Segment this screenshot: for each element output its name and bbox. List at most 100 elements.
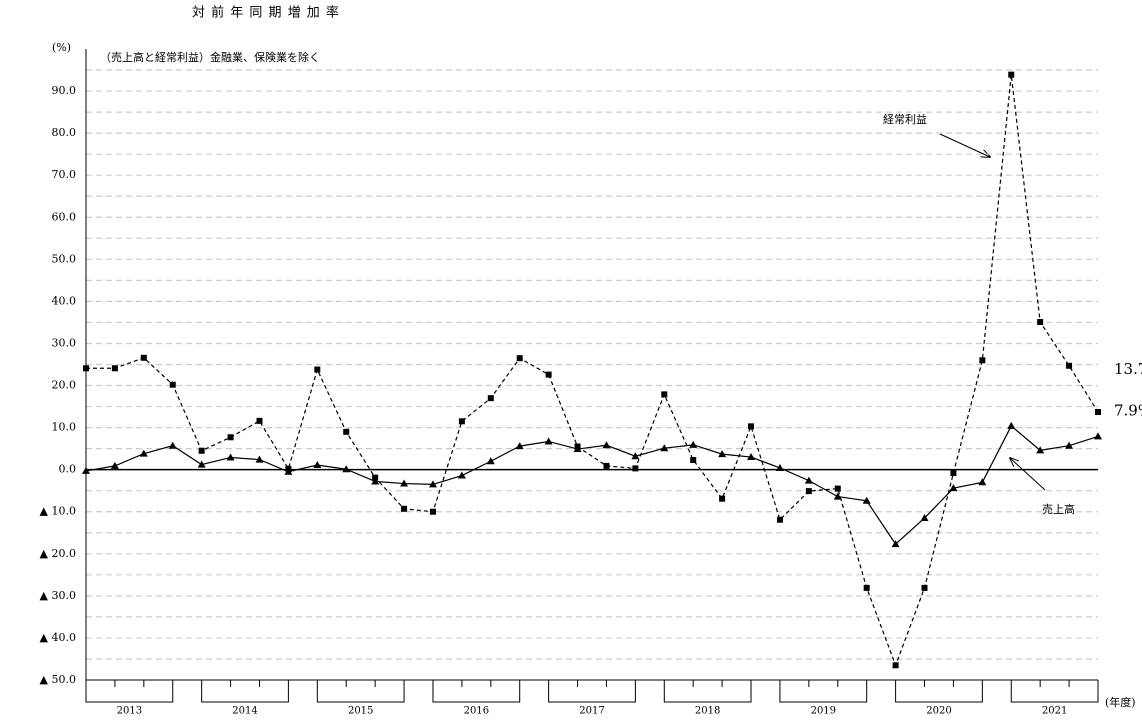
marker bbox=[544, 437, 553, 445]
marker bbox=[862, 496, 871, 504]
annotation-arrow bbox=[939, 133, 990, 157]
marker bbox=[804, 476, 813, 484]
x-tick-label: 2014 bbox=[232, 706, 257, 717]
marker bbox=[256, 417, 263, 424]
y-tick-label: ▲ 20.0 bbox=[40, 547, 76, 560]
y-tick-label: 70.0 bbox=[52, 168, 77, 181]
marker bbox=[573, 445, 582, 453]
subtitle: （売上高と経常利益）金融業、保険業を除く bbox=[100, 50, 320, 64]
marker bbox=[83, 365, 89, 372]
marker bbox=[689, 440, 698, 448]
marker bbox=[371, 477, 380, 485]
y-tick-label: 0.0 bbox=[59, 463, 77, 476]
marker bbox=[314, 366, 321, 373]
marker bbox=[660, 444, 669, 452]
marker bbox=[227, 434, 234, 441]
marker bbox=[979, 357, 986, 364]
marker bbox=[892, 662, 899, 669]
marker bbox=[140, 354, 147, 361]
marker bbox=[545, 371, 552, 378]
marker bbox=[515, 442, 524, 450]
y-tick-label: 40.0 bbox=[52, 294, 77, 307]
marker bbox=[255, 455, 264, 463]
marker bbox=[891, 540, 900, 548]
marker bbox=[516, 355, 523, 362]
y-tick-label: ▲ 10.0 bbox=[40, 505, 76, 518]
y-tick-label: 60.0 bbox=[52, 210, 77, 223]
marker bbox=[690, 456, 697, 463]
marker bbox=[718, 450, 727, 458]
marker bbox=[82, 466, 90, 474]
year-bracket bbox=[548, 680, 636, 703]
x-tick-label: 2020 bbox=[926, 706, 951, 717]
marker bbox=[775, 463, 784, 471]
marker bbox=[342, 465, 351, 473]
year-bracket bbox=[663, 680, 752, 703]
x-tick-label: 2021 bbox=[1042, 706, 1067, 717]
year-bracket bbox=[779, 680, 868, 703]
y-tick-label: ▲ 50.0 bbox=[40, 673, 76, 686]
marker bbox=[949, 484, 958, 492]
marker bbox=[226, 453, 235, 461]
marker bbox=[1066, 362, 1073, 369]
marker bbox=[458, 418, 465, 425]
value-label: 7.9% bbox=[1114, 401, 1142, 419]
year-bracket bbox=[201, 680, 289, 703]
marker bbox=[110, 461, 119, 469]
marker bbox=[197, 460, 206, 468]
x-tick-label: 2018 bbox=[695, 706, 720, 717]
year-bracket bbox=[432, 680, 521, 703]
marker bbox=[429, 508, 436, 515]
marker bbox=[284, 467, 293, 475]
marker bbox=[1065, 441, 1074, 449]
year-bracket bbox=[895, 680, 983, 703]
marker bbox=[833, 492, 842, 500]
y-tick-label: 30.0 bbox=[52, 336, 77, 349]
marker bbox=[661, 391, 668, 398]
marker bbox=[602, 441, 611, 449]
marker bbox=[603, 462, 610, 469]
y-tick-label: ▲ 30.0 bbox=[40, 589, 76, 602]
marker bbox=[950, 470, 957, 477]
x-tick-label: 2013 bbox=[117, 706, 142, 717]
y-tick-label: 50.0 bbox=[52, 252, 77, 265]
marker bbox=[747, 453, 756, 461]
marker bbox=[343, 428, 350, 435]
marker bbox=[978, 478, 987, 486]
legend-label: 経常利益 bbox=[883, 112, 927, 126]
year-bracket bbox=[1010, 680, 1099, 703]
marker bbox=[631, 452, 640, 460]
year-bracket bbox=[316, 680, 405, 703]
marker bbox=[111, 365, 118, 372]
marker bbox=[632, 465, 639, 472]
series-line bbox=[85, 424, 1099, 546]
marker bbox=[1007, 421, 1016, 429]
marker bbox=[487, 395, 494, 402]
x-tick-label: 2015 bbox=[348, 706, 373, 717]
marker bbox=[834, 485, 841, 492]
series-line bbox=[86, 74, 1099, 667]
y-tick-label: ▲ 40.0 bbox=[40, 631, 76, 644]
marker bbox=[920, 514, 929, 522]
x-unit: (年度) bbox=[1105, 695, 1136, 709]
marker bbox=[921, 584, 928, 591]
marker bbox=[748, 423, 755, 430]
marker bbox=[400, 479, 409, 487]
marker bbox=[168, 441, 177, 449]
marker bbox=[457, 471, 466, 479]
y-unit: (%) bbox=[52, 41, 71, 54]
legend-label: 売上高 bbox=[1042, 502, 1075, 516]
year-bracket bbox=[85, 680, 174, 703]
marker bbox=[1008, 71, 1015, 78]
marker bbox=[1036, 446, 1045, 454]
marker bbox=[198, 447, 205, 454]
marker bbox=[1094, 432, 1102, 440]
marker bbox=[1095, 409, 1101, 416]
x-tick-label: 2019 bbox=[811, 706, 836, 717]
y-tick-label: 10.0 bbox=[52, 421, 77, 434]
y-tick-label: 80.0 bbox=[52, 126, 77, 139]
marker bbox=[313, 461, 322, 469]
marker bbox=[401, 505, 408, 512]
marker bbox=[1037, 319, 1044, 326]
